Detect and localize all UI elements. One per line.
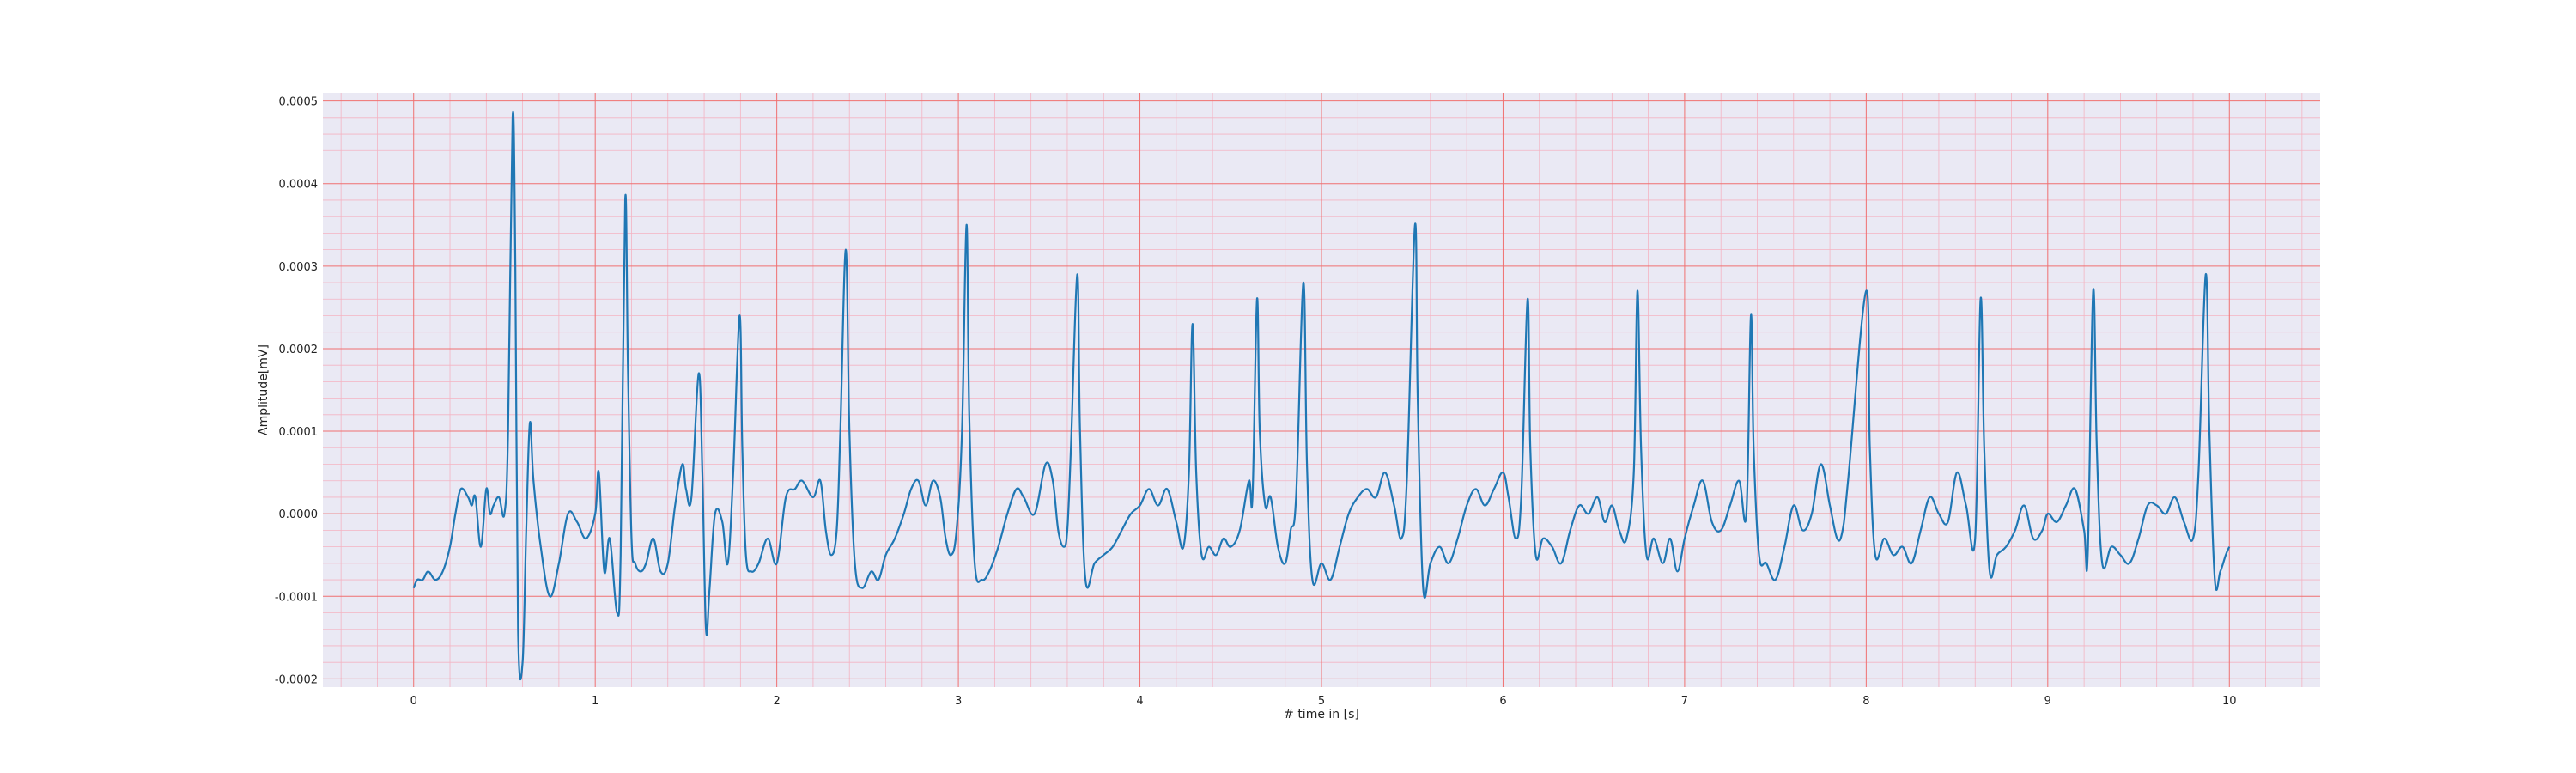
y-tick-label: 0.0000 [279, 508, 319, 521]
y-tick-label: 0.0001 [279, 426, 319, 439]
x-tick-label: 3 [955, 695, 962, 708]
ecg-series-line [412, 110, 2231, 680]
x-tick-label: 0 [410, 695, 417, 708]
y-tick-label: -0.0001 [275, 591, 318, 604]
y-axis-label: Amplitude[mV] [257, 344, 270, 435]
x-tick-label: 4 [1136, 695, 1143, 708]
x-tick-label: 1 [592, 695, 598, 708]
y-tick-labels: -0.0002 -0.0001 0.0000 0.0001 0.0002 0.0003 0.… [275, 96, 318, 687]
x-tick-label: 2 [773, 695, 780, 708]
y-tick-label: 0.0002 [279, 344, 319, 356]
x-tick-label: 9 [2044, 695, 2051, 708]
y-tick-label: -0.0002 [275, 673, 318, 686]
y-tick-label: 0.0004 [279, 179, 319, 192]
x-tick-label: 7 [1681, 695, 1688, 708]
y-tick-label: 0.0003 [279, 261, 319, 274]
x-tick-label: 5 [1318, 695, 1325, 708]
x-axis-label: # time in [s] [1284, 708, 1359, 721]
x-tick-label: 8 [1862, 695, 1869, 708]
y-tick-label: 0.0005 [279, 96, 319, 109]
x-tick-label: 10 [2222, 695, 2237, 708]
series-layer [412, 110, 2231, 680]
x-tick-labels: 0 1 2 3 4 5 6 7 8 9 10 [410, 695, 2237, 708]
x-tick-label: 6 [1499, 695, 1506, 708]
